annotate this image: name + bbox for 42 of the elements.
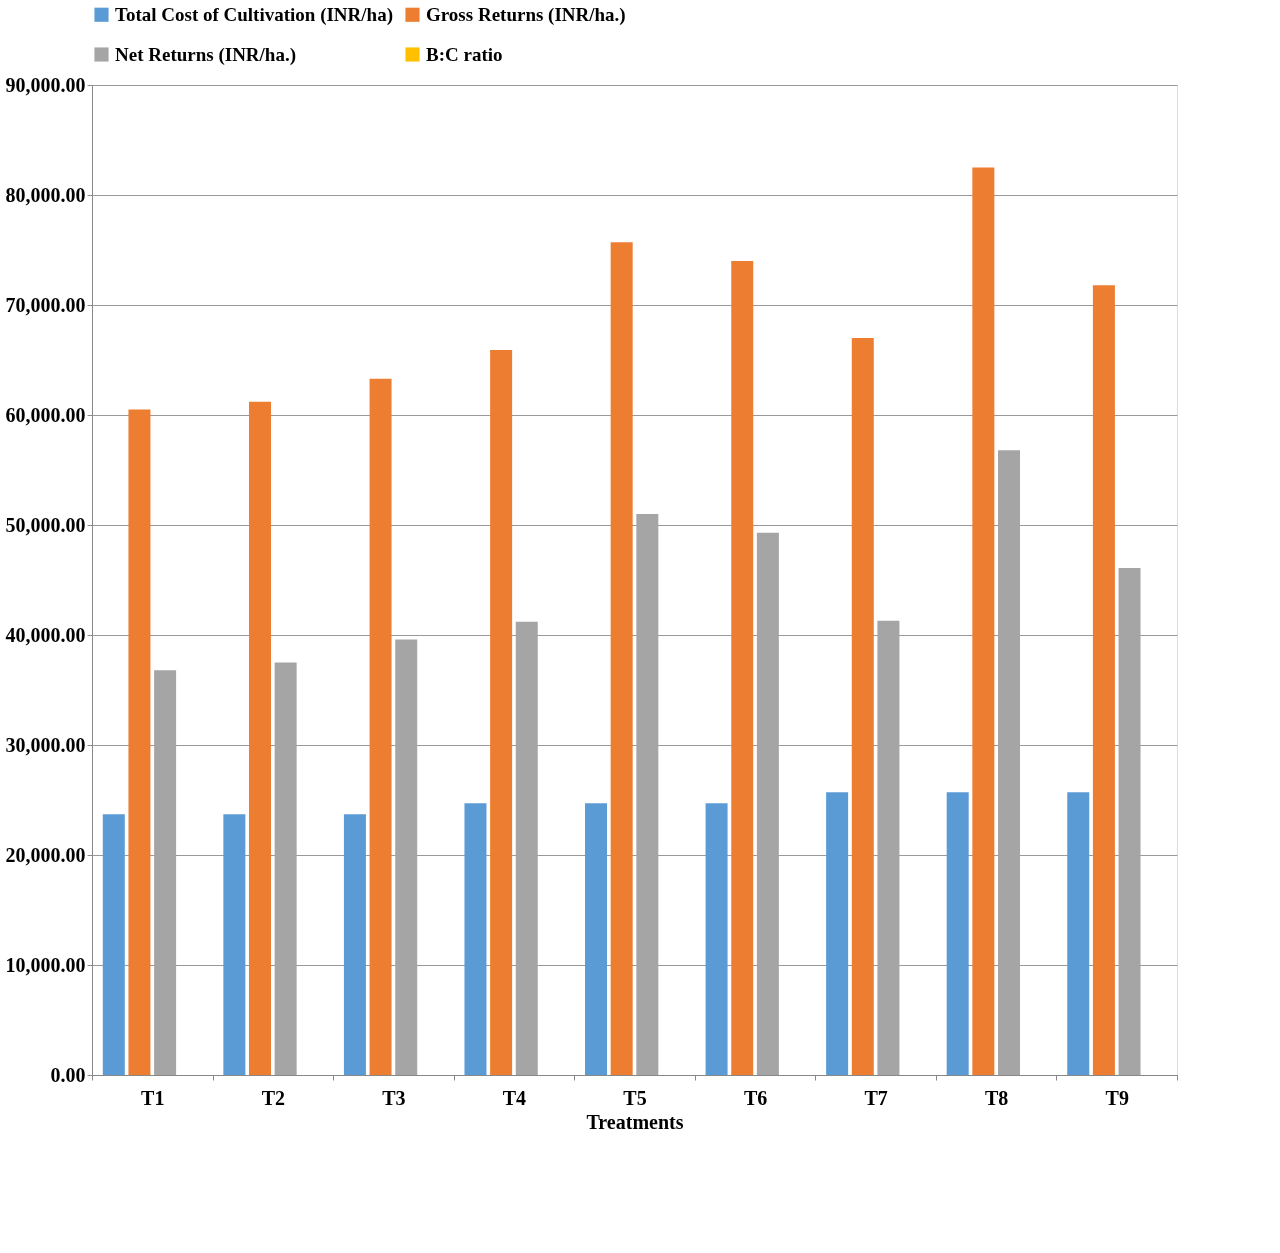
bar (464, 803, 487, 1075)
x-tick-label: T8 (984, 1086, 1009, 1109)
bar (343, 814, 366, 1075)
y-tick-label: 80,000.00 (5, 183, 86, 206)
bar (128, 409, 151, 1075)
bar (946, 792, 969, 1075)
bar (223, 814, 246, 1075)
x-tick-label: T2 (261, 1086, 286, 1109)
x-tick-label: T9 (1105, 1086, 1129, 1109)
bar (249, 401, 272, 1075)
bar (610, 242, 633, 1075)
bar (102, 814, 125, 1075)
bar (585, 803, 608, 1075)
x-tick-label: T5 (623, 1086, 647, 1109)
x-tick-label: T4 (502, 1086, 527, 1109)
bar (826, 792, 849, 1075)
x-tick-label: T6 (743, 1086, 768, 1109)
x-axis-title: Treatments (586, 1110, 684, 1133)
x-tick-label: T1 (141, 1086, 165, 1109)
x-tick-label: T7 (864, 1086, 888, 1109)
bar (972, 167, 995, 1075)
y-tick-label: 50,000.00 (5, 513, 86, 536)
legend-label: Gross Returns (INR/ha.) (426, 3, 626, 26)
bar (851, 338, 874, 1075)
y-tick-label: 10,000.00 (5, 953, 86, 976)
legend-label: Net Returns (INR/ha.) (115, 43, 297, 66)
y-tick-label: 20,000.00 (5, 843, 86, 866)
bar (1092, 285, 1115, 1075)
y-tick-label: 40,000.00 (5, 623, 86, 646)
bar (731, 261, 754, 1075)
legend-label: B:C ratio (426, 43, 503, 65)
y-tick-label: 30,000.00 (5, 733, 86, 756)
bar (705, 803, 728, 1075)
x-tick-label: T3 (382, 1086, 406, 1109)
y-tick-label: 90,000.00 (5, 73, 86, 96)
bar (1067, 792, 1090, 1075)
bar (369, 378, 392, 1075)
legend-label: Total Cost of Cultivation (INR/ha) (115, 3, 393, 26)
y-tick-label: 60,000.00 (5, 403, 86, 426)
y-tick-label: 0.00 (50, 1063, 86, 1086)
bar (490, 350, 513, 1075)
y-tick-label: 70,000.00 (5, 293, 86, 316)
